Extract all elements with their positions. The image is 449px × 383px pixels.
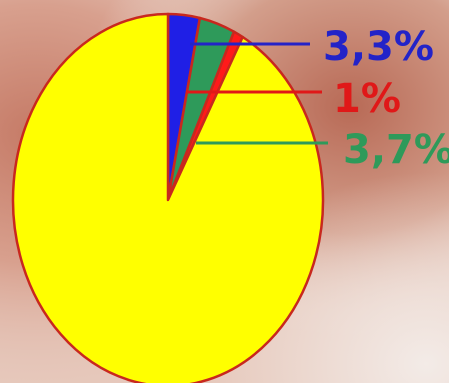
pie-slices (11, 12, 325, 383)
data-label-0: 3,3% (323, 24, 434, 70)
pie-slice-3 (11, 12, 325, 383)
data-labels: 3,3% 3,7% 1% (323, 24, 449, 173)
data-label-1: 3,7% (343, 127, 449, 173)
data-label-2: 1% (333, 76, 401, 122)
leader-lines (186, 42, 328, 145)
